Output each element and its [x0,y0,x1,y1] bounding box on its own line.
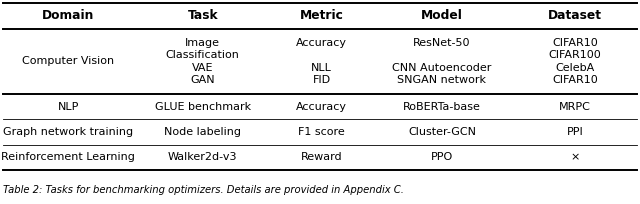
Text: PPO: PPO [431,152,453,162]
Text: Computer Vision: Computer Vision [22,56,114,66]
Text: NLP: NLP [58,102,79,112]
Text: RoBERTa-base: RoBERTa-base [403,102,481,112]
Text: Cluster-GCN: Cluster-GCN [408,127,476,137]
Text: Domain: Domain [42,9,94,22]
Text: Reinforcement Learning: Reinforcement Learning [1,152,135,162]
Text: Metric: Metric [300,9,344,22]
Text: GLUE benchmark: GLUE benchmark [155,102,251,112]
Text: Task: Task [188,9,218,22]
Text: ResNet-50

CNN Autoencoder
SNGAN network: ResNet-50 CNN Autoencoder SNGAN network [392,38,492,85]
Text: Dataset: Dataset [548,9,602,22]
Text: Reward: Reward [301,152,342,162]
Text: Accuracy

NLL
FID: Accuracy NLL FID [296,38,347,85]
Text: Graph network training: Graph network training [3,127,133,137]
Text: CIFAR10
CIFAR100
CelebA
CIFAR10: CIFAR10 CIFAR100 CelebA CIFAR10 [548,38,602,85]
Text: Model: Model [421,9,463,22]
Text: Accuracy: Accuracy [296,102,347,112]
Text: PPI: PPI [566,127,584,137]
Text: Node labeling: Node labeling [164,127,241,137]
Text: MRPC: MRPC [559,102,591,112]
Text: Image
Classification
VAE
GAN: Image Classification VAE GAN [166,38,240,85]
Text: F1 score: F1 score [298,127,345,137]
Text: ×: × [570,152,580,162]
Text: Table 2: Tasks for benchmarking optimizers. Details are provided in Appendix C.: Table 2: Tasks for benchmarking optimize… [3,185,404,195]
Text: Walker2d-v3: Walker2d-v3 [168,152,237,162]
